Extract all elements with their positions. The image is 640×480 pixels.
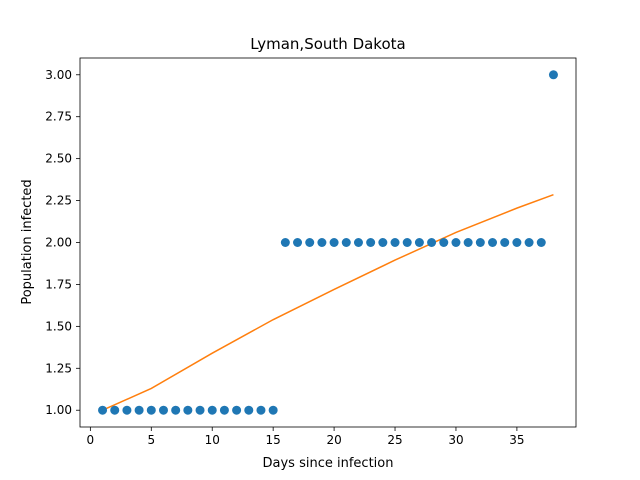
y-tick-label: 2.50 — [45, 152, 72, 166]
x-tick-label: 35 — [509, 433, 524, 447]
x-tick-label: 20 — [326, 433, 341, 447]
data-point — [293, 238, 303, 247]
data-point — [268, 405, 278, 415]
x-tick-label: 25 — [387, 433, 402, 447]
data-point — [353, 238, 363, 247]
data-point — [488, 238, 498, 247]
y-axis-label: Population infected — [20, 179, 35, 304]
data-point — [463, 238, 473, 247]
data-point — [280, 238, 290, 247]
x-tick-label: 5 — [147, 433, 155, 447]
y-tick-label: 1.25 — [45, 361, 72, 375]
y-tick-label: 1.75 — [45, 277, 72, 291]
data-point — [536, 238, 546, 247]
data-point — [146, 405, 156, 415]
data-point — [195, 405, 205, 415]
data-point — [512, 238, 522, 247]
data-point — [219, 405, 229, 415]
data-point — [244, 405, 254, 415]
data-point — [158, 405, 168, 415]
data-point — [451, 238, 461, 247]
data-point — [305, 238, 315, 247]
data-point — [475, 238, 485, 247]
y-tick-label: 3.00 — [45, 68, 72, 82]
data-point — [548, 70, 558, 80]
x-tick-label: 15 — [266, 433, 281, 447]
data-point — [366, 238, 376, 247]
y-tick-label: 1.50 — [45, 319, 72, 333]
data-point — [439, 238, 449, 247]
data-point — [378, 238, 388, 247]
data-point — [402, 238, 412, 247]
data-point — [183, 405, 193, 415]
data-point — [98, 405, 108, 415]
data-point — [329, 238, 339, 247]
fit-line — [102, 193, 554, 411]
y-tick-label: 2.75 — [45, 110, 72, 124]
x-tick-label: 10 — [205, 433, 220, 447]
data-point — [232, 405, 242, 415]
data-point — [427, 238, 437, 247]
data-point — [500, 238, 510, 247]
data-point — [317, 238, 327, 247]
x-tick-label: 0 — [87, 433, 95, 447]
y-tick-label: 2.25 — [45, 194, 72, 208]
y-tick-label: 1.00 — [45, 403, 72, 417]
x-tick-label: 30 — [448, 433, 463, 447]
y-tick-label: 2.00 — [45, 236, 72, 250]
data-point — [390, 238, 400, 247]
data-point — [110, 405, 120, 415]
chart-title: Lyman,South Dakota — [250, 35, 405, 53]
data-point — [134, 405, 144, 415]
data-point — [341, 238, 351, 247]
data-point — [414, 238, 424, 247]
x-axis-label: Days since infection — [263, 456, 394, 471]
data-point — [256, 405, 266, 415]
data-point — [171, 405, 181, 415]
data-point — [524, 238, 534, 247]
plot-area — [98, 70, 558, 415]
data-point — [122, 405, 132, 415]
axes: 0 5 10 15 20 25 30 35 1.00 1.25 1.50 1.75 2.00 2.25 2.… — [45, 57, 577, 447]
data-point — [207, 405, 217, 415]
